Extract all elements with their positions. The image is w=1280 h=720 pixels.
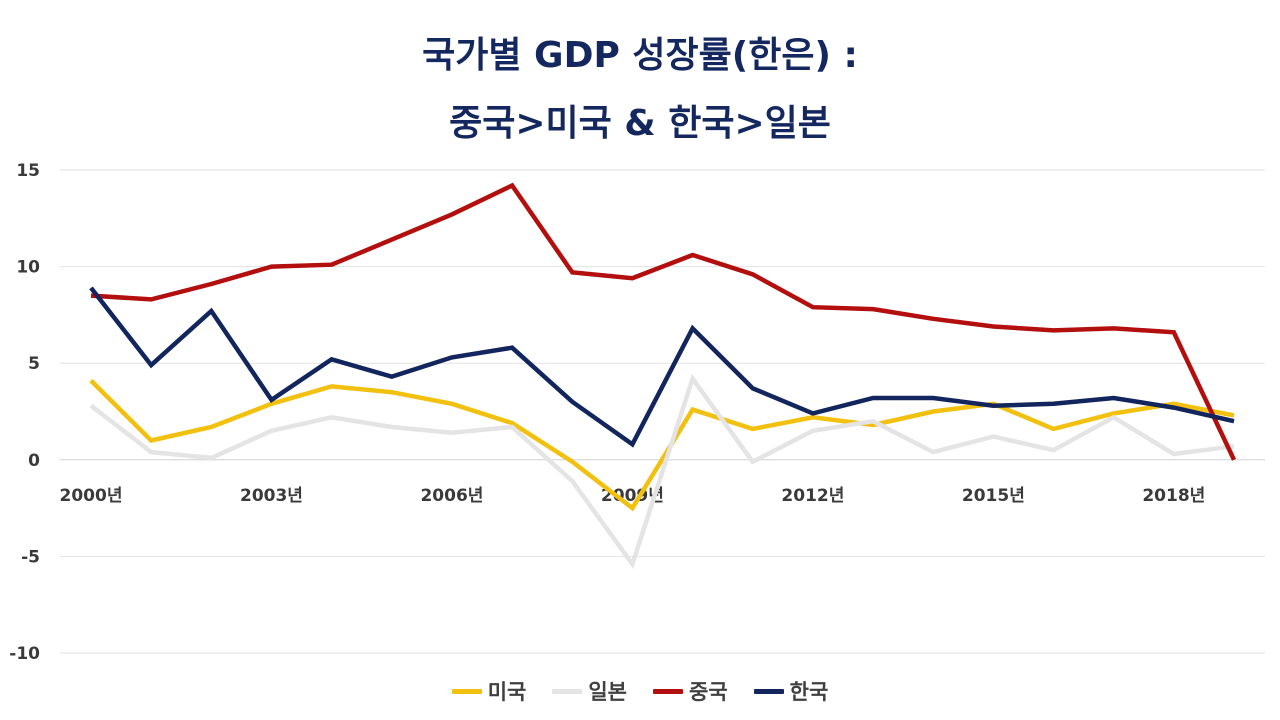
x-tick-label: 2003년 [240, 486, 303, 506]
y-tick-label: 5 [28, 354, 40, 374]
legend-label-us: 미국 [487, 680, 527, 704]
legend-swatch-us [451, 688, 482, 694]
legend-label-japan: 일본 [588, 680, 627, 704]
series-line-china [90, 182, 1237, 461]
x-tick-label: 2018년 [1142, 486, 1205, 506]
series-line-japan [89, 373, 1235, 570]
x-tick-label: 2006년 [420, 486, 483, 506]
legend-item-korea: 한국 [753, 676, 829, 706]
chart-title: 국가별 GDP 성장률(한은) : [422, 35, 858, 76]
series-korea [89, 286, 1235, 448]
series-china [90, 182, 1237, 461]
series-line-us [89, 379, 1235, 512]
legend-swatch-china [653, 688, 683, 694]
x-tick-label: 2000년 [60, 486, 123, 506]
grid-lines [60, 169, 1265, 654]
legend-label-china: 중국 [689, 680, 728, 704]
y-tick-label: 10 [16, 258, 40, 278]
legend-item-china: 중국 [653, 676, 728, 706]
series-japan [89, 373, 1235, 570]
y-tick-label: 0 [28, 451, 40, 471]
y-tick-label: -5 [21, 547, 40, 567]
legend-item-us: 미국 [451, 676, 527, 706]
legend-label-korea: 한국 [789, 680, 829, 704]
legend-swatch-korea [753, 688, 784, 694]
y-tick-label: -10 [9, 644, 40, 664]
legend-item-japan: 일본 [552, 676, 627, 706]
y-axis-ticks: 15 10 5 0 -5 -10 [9, 161, 40, 664]
series-us [89, 379, 1235, 512]
x-tick-label: 2015년 [962, 486, 1025, 506]
series-lines [89, 182, 1237, 570]
legend: 미국 일본 중국 한국 [0, 676, 1280, 706]
legend-swatch-japan [552, 688, 583, 694]
x-axis-ticks: 2000년 2003년 2006년 2009년 2012년 2015년 2018년 [60, 486, 1206, 506]
x-tick-label: 2012년 [781, 486, 844, 506]
series-line-korea [89, 286, 1235, 448]
chart-subtitle: 중국>미국 & 한국>일본 [449, 103, 831, 144]
y-tick-label: 15 [16, 161, 40, 181]
x-tick-label: 2009년 [601, 486, 664, 506]
